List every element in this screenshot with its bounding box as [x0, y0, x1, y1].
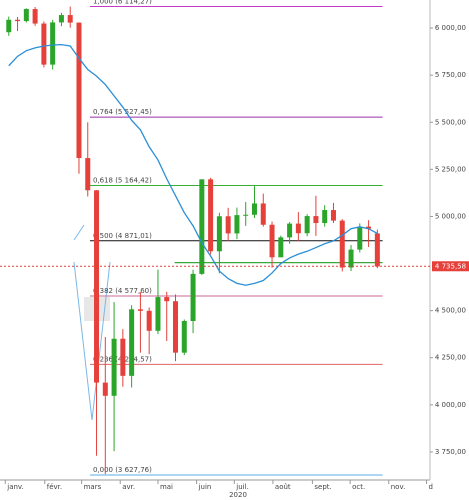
candle-body	[278, 237, 284, 258]
year-label: 2020	[229, 491, 247, 499]
y-tick-label: 6 000,00	[435, 24, 466, 32]
x-tick-label: avr.	[122, 483, 135, 491]
candle-body	[287, 223, 293, 238]
candle-body	[251, 203, 257, 215]
candle-body	[304, 216, 310, 234]
drawing-line	[91, 261, 111, 421]
x-tick-label: juil.	[235, 483, 249, 491]
fib-label: 0,500 (4 871,01)	[93, 232, 152, 240]
candle-body	[234, 215, 240, 234]
candle-body	[32, 9, 38, 24]
candle-body	[50, 22, 56, 65]
fib-label: 0,618 (5 164,42)	[93, 176, 152, 184]
y-tick-label: 5 500,00	[435, 118, 466, 126]
candle-body	[374, 233, 380, 267]
candle-body	[357, 226, 363, 250]
candle-body	[216, 216, 222, 252]
candle-body	[313, 216, 319, 224]
candle-body	[322, 210, 328, 224]
candle-body	[339, 220, 345, 268]
x-tick-label: août	[275, 483, 291, 491]
x-tick-label: mai	[160, 483, 173, 491]
x-tick-label: juin	[198, 483, 212, 491]
x-tick-label: mars	[84, 483, 102, 491]
candle-body	[330, 210, 336, 221]
x-tick-label: oct.	[352, 483, 365, 491]
x-tick-label: d	[428, 483, 432, 491]
fib-label: 1,000 (6 114,27)	[93, 0, 152, 6]
x-tick-label: sept.	[314, 483, 331, 491]
x-tick-label: janv.	[6, 483, 24, 491]
candle-body	[41, 23, 47, 65]
candle-body	[208, 179, 214, 252]
y-tick-label: 4 000,00	[435, 401, 466, 409]
candle-body	[58, 15, 64, 23]
y-tick-label: 5 250,00	[435, 165, 466, 173]
candle-body	[102, 382, 108, 396]
candle-body	[366, 226, 372, 229]
y-tick-label: 3 750,00	[435, 448, 466, 456]
x-tick-label: nov.	[391, 483, 406, 491]
candle-body	[269, 224, 275, 258]
fib-label: 0,382 (4 577,60)	[93, 287, 152, 295]
candle-body	[111, 338, 117, 396]
x-tick-label: févr.	[47, 483, 62, 491]
candle-body	[199, 179, 205, 274]
candle-body	[23, 9, 29, 22]
candle-body	[190, 273, 196, 322]
candle-body	[146, 310, 152, 331]
candle-body	[348, 249, 354, 268]
last-price-box	[432, 261, 469, 272]
fib-label: 0,000 (3 627,76)	[93, 466, 152, 474]
drawing-line	[73, 224, 85, 241]
candle-body	[155, 297, 161, 331]
candle-body	[225, 216, 231, 234]
candle-body	[94, 190, 100, 383]
candle-body	[173, 301, 179, 353]
moving-average	[8, 43, 378, 286]
candle-body	[76, 22, 82, 159]
candle-body	[137, 309, 143, 311]
drawing-line	[73, 261, 93, 421]
fib-label: 0,764 (5 527,45)	[93, 108, 152, 116]
candle-body	[67, 15, 73, 23]
candle-body	[181, 321, 187, 353]
candle-body	[85, 158, 91, 191]
y-tick-label: 4 500,00	[435, 307, 466, 315]
candle-body	[164, 297, 170, 302]
candle-body	[243, 214, 249, 216]
candle-body	[129, 309, 135, 376]
y-tick-label: 5 000,00	[435, 212, 466, 220]
candle-body	[6, 19, 12, 33]
last-price-label: 4 735,58	[435, 262, 466, 270]
y-tick-label: 5 750,00	[435, 71, 466, 79]
candle-body	[15, 19, 21, 22]
candle-body	[260, 203, 266, 225]
y-tick-label: 4 250,00	[435, 354, 466, 362]
candle-body	[295, 223, 301, 234]
candle-body	[120, 338, 126, 376]
